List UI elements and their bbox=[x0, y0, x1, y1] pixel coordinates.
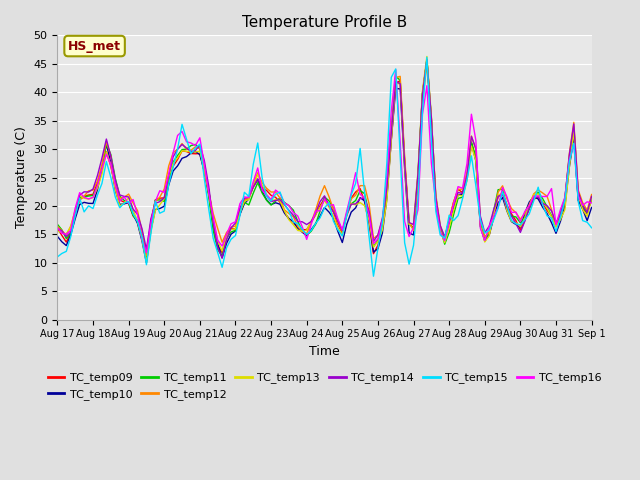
TC_temp14 bbox=[423, 57, 431, 62]
Line: TC_temp09: TC_temp09 bbox=[58, 59, 591, 257]
TC_temp13 bbox=[392, 80, 399, 86]
TC_temp16 bbox=[143, 250, 150, 255]
TC_temp11 bbox=[143, 257, 150, 263]
TC_temp12 bbox=[182, 146, 190, 152]
TC_temp15 bbox=[419, 108, 426, 114]
TC_temp09 bbox=[561, 200, 569, 205]
TC_temp15 bbox=[423, 54, 431, 60]
TC_temp15 bbox=[107, 174, 115, 180]
TC_temp14 bbox=[285, 207, 292, 213]
TC_temp14 bbox=[107, 154, 115, 159]
TC_temp09 bbox=[392, 81, 399, 86]
TC_temp09 bbox=[419, 91, 426, 97]
TC_temp10 bbox=[143, 260, 150, 266]
TC_temp13 bbox=[143, 259, 150, 265]
TC_temp13 bbox=[419, 88, 426, 94]
TC_temp15 bbox=[561, 197, 569, 203]
Line: TC_temp12: TC_temp12 bbox=[58, 65, 591, 255]
TC_temp09 bbox=[143, 254, 150, 260]
X-axis label: Time: Time bbox=[309, 345, 340, 358]
TC_temp12 bbox=[561, 197, 569, 203]
Line: TC_temp10: TC_temp10 bbox=[58, 60, 591, 263]
TC_temp15 bbox=[392, 66, 399, 72]
TC_temp15 bbox=[54, 254, 61, 260]
TC_temp10 bbox=[54, 233, 61, 239]
TC_temp11 bbox=[561, 195, 569, 201]
TC_temp11 bbox=[423, 57, 431, 63]
TC_temp11 bbox=[107, 152, 115, 157]
TC_temp10 bbox=[423, 57, 431, 63]
TC_temp09 bbox=[54, 226, 61, 231]
TC_temp13 bbox=[588, 195, 595, 201]
TC_temp16 bbox=[423, 83, 431, 89]
TC_temp12 bbox=[392, 75, 399, 81]
TC_temp10 bbox=[419, 91, 426, 97]
TC_temp15 bbox=[280, 201, 288, 206]
TC_temp12 bbox=[588, 192, 595, 197]
TC_temp16 bbox=[107, 162, 115, 168]
TC_temp09 bbox=[423, 56, 431, 62]
Title: Temperature Profile B: Temperature Profile B bbox=[242, 15, 407, 30]
TC_temp09 bbox=[107, 164, 115, 169]
TC_temp13 bbox=[182, 148, 190, 154]
TC_temp14 bbox=[588, 193, 595, 199]
TC_temp15 bbox=[178, 121, 186, 127]
TC_temp16 bbox=[396, 139, 404, 144]
TC_temp09 bbox=[285, 216, 292, 222]
TC_temp13 bbox=[285, 217, 292, 223]
TC_temp12 bbox=[423, 62, 431, 68]
TC_temp12 bbox=[54, 223, 61, 229]
TC_temp14 bbox=[392, 79, 399, 84]
TC_temp10 bbox=[561, 204, 569, 209]
TC_temp09 bbox=[182, 149, 190, 155]
TC_temp13 bbox=[423, 54, 431, 60]
TC_temp11 bbox=[392, 73, 399, 79]
Line: TC_temp15: TC_temp15 bbox=[58, 57, 591, 276]
TC_temp12 bbox=[143, 252, 150, 258]
TC_temp16 bbox=[392, 67, 399, 72]
Legend: TC_temp09, TC_temp10, TC_temp11, TC_temp12, TC_temp13, TC_temp14, TC_temp15, TC_: TC_temp09, TC_temp10, TC_temp11, TC_temp… bbox=[43, 368, 606, 404]
TC_temp16 bbox=[561, 194, 569, 200]
TC_temp09 bbox=[588, 196, 595, 202]
Line: TC_temp16: TC_temp16 bbox=[58, 70, 591, 252]
TC_temp11 bbox=[54, 221, 61, 227]
TC_temp13 bbox=[561, 207, 569, 213]
TC_temp10 bbox=[588, 204, 595, 210]
TC_temp12 bbox=[285, 211, 292, 216]
TC_temp14 bbox=[178, 142, 186, 147]
TC_temp11 bbox=[285, 203, 292, 208]
TC_temp10 bbox=[107, 160, 115, 166]
Line: TC_temp14: TC_temp14 bbox=[58, 60, 591, 258]
TC_temp14 bbox=[54, 226, 61, 231]
TC_temp11 bbox=[588, 196, 595, 202]
Text: HS_met: HS_met bbox=[68, 39, 121, 52]
TC_temp12 bbox=[107, 153, 115, 159]
TC_temp16 bbox=[285, 203, 292, 208]
TC_temp14 bbox=[419, 92, 426, 98]
TC_temp13 bbox=[107, 162, 115, 168]
TC_temp14 bbox=[218, 255, 226, 261]
TC_temp14 bbox=[561, 195, 569, 201]
TC_temp10 bbox=[182, 154, 190, 159]
Line: TC_temp11: TC_temp11 bbox=[58, 60, 591, 260]
TC_temp15 bbox=[588, 225, 595, 231]
TC_temp10 bbox=[392, 86, 399, 92]
TC_temp11 bbox=[182, 146, 190, 152]
TC_temp16 bbox=[54, 225, 61, 230]
TC_temp12 bbox=[419, 99, 426, 105]
TC_temp11 bbox=[419, 90, 426, 96]
Y-axis label: Temperature (C): Temperature (C) bbox=[15, 127, 28, 228]
TC_temp15 bbox=[370, 273, 378, 279]
TC_temp13 bbox=[54, 228, 61, 234]
TC_temp16 bbox=[588, 200, 595, 206]
Line: TC_temp13: TC_temp13 bbox=[58, 57, 591, 262]
TC_temp16 bbox=[182, 139, 190, 144]
TC_temp10 bbox=[285, 216, 292, 221]
